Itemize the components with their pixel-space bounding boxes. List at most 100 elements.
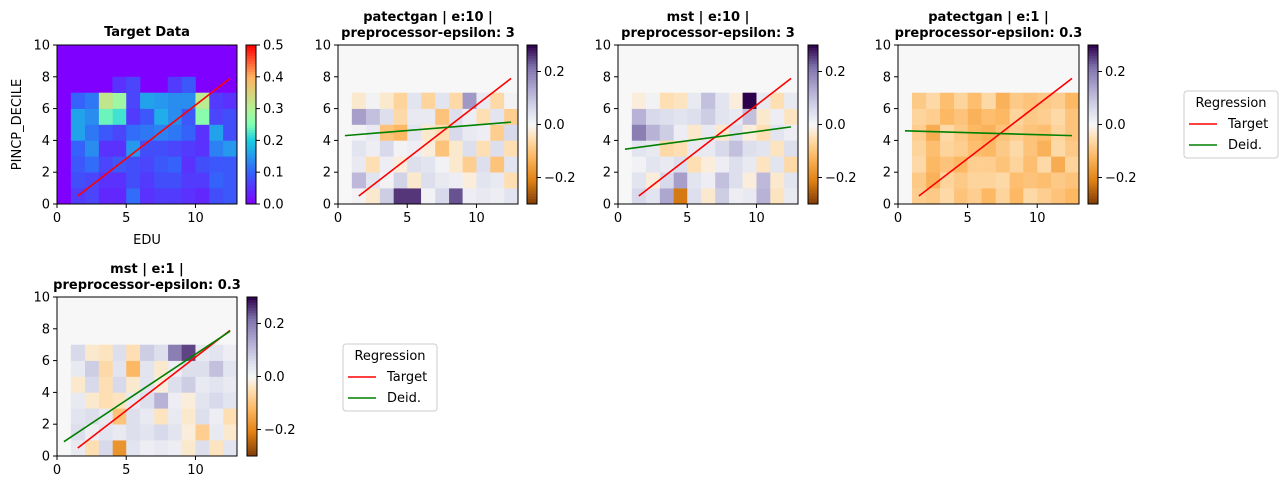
- colorbar-segment: [1088, 105, 1098, 109]
- y-tick-label: 10: [594, 39, 611, 54]
- colorbar-segment: [1088, 177, 1098, 181]
- y-tick-label: 4: [42, 386, 50, 401]
- colorbar-segment: [808, 143, 818, 147]
- plot-frame: [897, 44, 1080, 205]
- heatmap-cell: [448, 172, 463, 189]
- heatmap-cell: [140, 188, 155, 205]
- colorbar-segment: [247, 395, 257, 399]
- colorbar-segment: [1088, 151, 1098, 155]
- heatmap-cell: [714, 156, 730, 173]
- colorbar-segment: [808, 52, 818, 56]
- y-tick-label: 2: [883, 166, 891, 181]
- heatmap-cell: [462, 140, 477, 157]
- heatmap-cell: [756, 156, 771, 173]
- colorbar-segment: [527, 90, 537, 94]
- heatmap-cell: [770, 124, 785, 141]
- heatmap-cell: [126, 172, 141, 189]
- colorbar: −0.2 0.0 0.2: [807, 44, 857, 205]
- colorbar-segment: [247, 442, 257, 446]
- heatmap-cell: [770, 188, 785, 205]
- colorbar-segment: [808, 172, 818, 176]
- colorbar-segment: [808, 174, 818, 178]
- heatmap-cell: [181, 188, 196, 205]
- colorbar-segment: [1088, 127, 1098, 131]
- heatmap-cell: [742, 188, 757, 205]
- y-tick-label: 4: [883, 134, 891, 149]
- heatmap-cell: [209, 360, 224, 377]
- heatmap-cell: [504, 140, 519, 157]
- heatmap-cell: [365, 156, 380, 173]
- colorbar-segment: [247, 376, 257, 380]
- colorbar-segment: [808, 111, 818, 115]
- colorbar-segment: [247, 352, 257, 356]
- colorbar-segment: [527, 124, 537, 128]
- colorbar-segment: [247, 368, 257, 372]
- subplot-0: 0 5 10 0 2 4 6 8 10 Target Data EDU PINCP_DECILE 0.0…: [10, 25, 284, 248]
- heatmap-cell: [195, 188, 210, 205]
- colorbar-segment: [246, 47, 256, 51]
- colorbar-segment: [808, 45, 818, 49]
- colorbar-tick-label: −0.2: [264, 423, 296, 438]
- heatmap-cell: [462, 156, 477, 173]
- regression-line-target: [77, 77, 231, 197]
- colorbar-tick-label: 0.2: [544, 65, 565, 80]
- heatmap-cell: [223, 172, 238, 189]
- colorbar-segment: [808, 92, 818, 96]
- colorbar-segment: [527, 74, 537, 78]
- colorbar-segment: [247, 310, 257, 314]
- x-tick-label: 5: [122, 463, 130, 478]
- heatmap-cell: [84, 344, 99, 361]
- heatmap-cell: [1051, 172, 1066, 189]
- colorbar-segment: [527, 164, 537, 168]
- colorbar-segment: [1088, 121, 1098, 125]
- heatmap-cell: [209, 424, 224, 441]
- colorbar-segment: [246, 111, 256, 115]
- heatmap-cell: [490, 172, 505, 189]
- colorbar-segment: [247, 304, 257, 308]
- colorbar-segment: [246, 98, 256, 102]
- colorbar-segment: [808, 158, 818, 162]
- heatmap-cell: [939, 172, 954, 189]
- colorbar-segment: [527, 158, 537, 162]
- heatmap-cell: [84, 124, 99, 141]
- heatmap-cell: [195, 408, 210, 425]
- heatmap-cell: [1037, 124, 1052, 141]
- colorbar-segment: [246, 193, 256, 197]
- colorbar-segment: [808, 137, 818, 141]
- heatmap-cell: [1051, 92, 1066, 109]
- colorbar-segment: [808, 190, 818, 194]
- heatmap-cell: [195, 156, 210, 173]
- y-tick-label: 8: [603, 70, 611, 85]
- heatmap-cell: [659, 156, 674, 173]
- colorbar-segment: [527, 166, 537, 170]
- heatmap-cell: [393, 188, 408, 205]
- colorbar-segment: [246, 156, 256, 160]
- y-tick-label: 10: [314, 39, 331, 54]
- colorbar-segment: [246, 113, 256, 117]
- heatmap-cell: [112, 108, 127, 125]
- heatmap-cell: [98, 156, 113, 173]
- heatmap-cell: [209, 188, 224, 205]
- heatmap-cell: [1009, 124, 1024, 141]
- heatmap-cell: [939, 140, 954, 157]
- heatmap-cell: [756, 188, 771, 205]
- heatmap-cell: [967, 140, 982, 157]
- colorbar-segment: [246, 201, 256, 205]
- heatmap-cell: [351, 124, 366, 141]
- heatmap-cell: [659, 108, 674, 125]
- heatmap-cell: [645, 92, 660, 109]
- colorbar-segment: [808, 103, 818, 107]
- colorbar-segment: [247, 342, 257, 346]
- colorbar-segment: [247, 371, 257, 375]
- heatmap-cell: [714, 188, 730, 205]
- heatmap-cell: [701, 108, 716, 125]
- colorbar-segment: [247, 365, 257, 369]
- colorbar-segment: [527, 71, 537, 75]
- heatmap-cell: [770, 108, 785, 125]
- heatmap-cell: [659, 124, 674, 141]
- heatmap-cell: [673, 108, 688, 125]
- colorbar-segment: [1088, 113, 1098, 117]
- colorbar-tick-label: 0.0: [263, 198, 284, 213]
- heatmap-cell: [1037, 108, 1052, 125]
- colorbar-segment: [527, 47, 537, 51]
